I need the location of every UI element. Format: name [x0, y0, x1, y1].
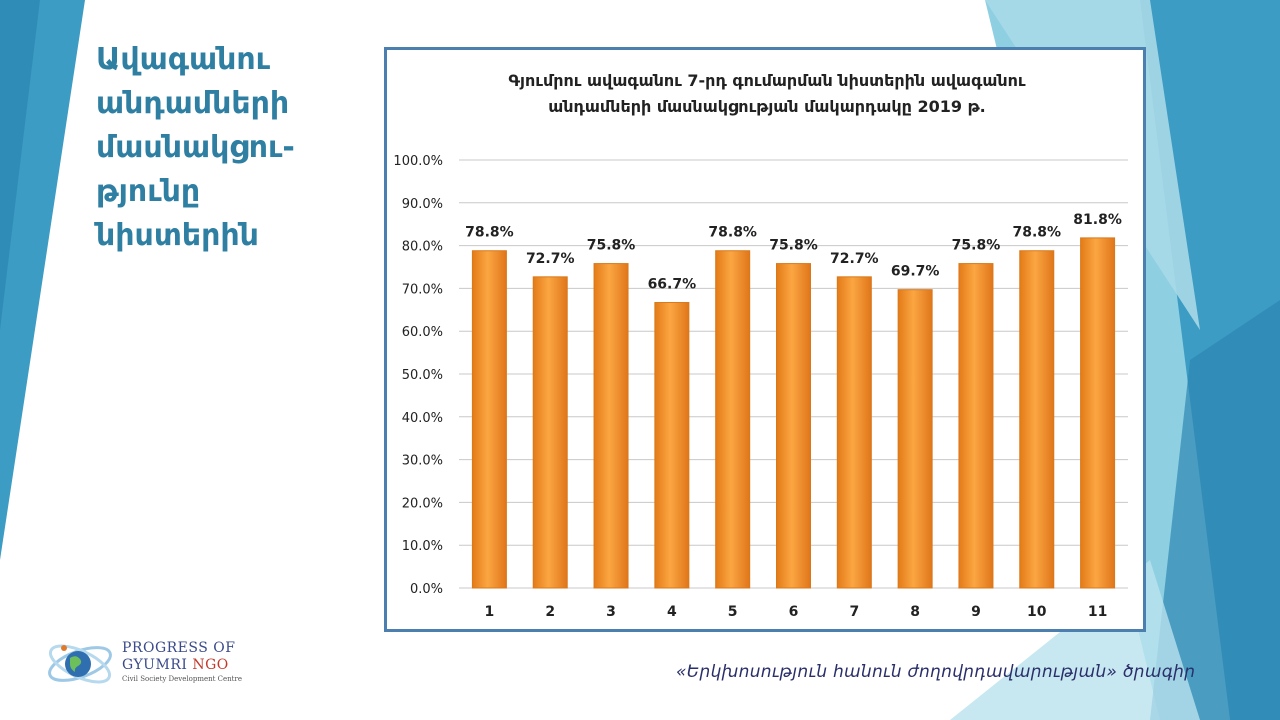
- x-tick-label: 9: [971, 604, 981, 620]
- slide-title-line: նիստերին: [96, 218, 259, 253]
- logo-text-ngo: NGO: [192, 657, 229, 673]
- y-tick-label: 20.0%: [402, 496, 443, 511]
- x-tick-label: 11: [1088, 604, 1107, 620]
- x-tick-label: 4: [667, 604, 677, 620]
- logo-text: GYUMRI NGO: [122, 657, 229, 673]
- data-label: 66.7%: [648, 277, 697, 293]
- y-axis-ticks: 0.0% 10.0% 20.0% 30.0% 40.0% 50.0% 60.0% 70.0% 8…: [393, 154, 443, 597]
- data-label: 78.8%: [708, 225, 757, 241]
- bar: [593, 263, 629, 589]
- right-dark-facet: [1150, 300, 1280, 720]
- bar: [532, 276, 568, 589]
- x-tick-label: 3: [606, 604, 616, 620]
- y-tick-label: 40.0%: [402, 411, 443, 426]
- bars: [471, 237, 1116, 589]
- x-tick-label: 6: [789, 604, 799, 620]
- bar: [1080, 237, 1116, 589]
- y-tick-label: 30.0%: [402, 454, 443, 469]
- program-footer: «Երկխոսություն հանուն ժողովրդավարության»…: [676, 662, 1196, 682]
- logo-text-part: GYUMRI: [122, 657, 193, 673]
- x-tick-label: 1: [485, 604, 495, 620]
- chart-title-line: անդամների մասնակցության մակարդակը 2019 թ…: [548, 97, 985, 116]
- organization-logo: PROGRESS OF GYUMRI NGO Civil Society Dev…: [44, 634, 254, 694]
- y-tick-label: 100.0%: [393, 154, 443, 169]
- data-labels: 78.8% 72.7% 75.8% 66.7% 78.8% 75.8% 72.7% 69.7%…: [465, 212, 1122, 293]
- data-label: 81.8%: [1073, 212, 1122, 228]
- logo-subtitle: Civil Society Development Centre: [122, 675, 242, 683]
- data-label: 69.7%: [891, 264, 940, 280]
- y-tick-label: 80.0%: [402, 240, 443, 255]
- bar: [654, 302, 690, 589]
- bar-chart: Գյումրու ավագանու 7-րդ գումարման նիստերի…: [393, 71, 1128, 620]
- slide-title-line: թյունը: [96, 174, 201, 209]
- y-tick-label: 10.0%: [402, 539, 443, 554]
- x-tick-label: 10: [1027, 604, 1047, 620]
- x-axis-ticks: 1 2 3 4 5 6 7 8 9 10 11: [485, 604, 1108, 620]
- data-label: 78.8%: [1012, 225, 1061, 241]
- x-tick-label: 5: [728, 604, 738, 620]
- left-dark-band: [0, 0, 40, 330]
- data-label: 72.7%: [830, 251, 879, 267]
- data-label: 75.8%: [952, 238, 1001, 254]
- bar: [1019, 250, 1055, 589]
- slide-title-line: մասնակցու-: [96, 130, 295, 165]
- bar: [715, 250, 751, 589]
- y-tick-label: 60.0%: [402, 325, 443, 340]
- bar: [776, 263, 811, 589]
- bar: [897, 289, 933, 589]
- data-label: 75.8%: [769, 238, 818, 254]
- y-tick-label: 90.0%: [402, 197, 443, 212]
- y-tick-label: 70.0%: [402, 282, 443, 297]
- bar: [471, 250, 507, 589]
- data-label: 78.8%: [465, 225, 514, 241]
- chart-frame: Գյումրու ավագանու 7-րդ գումարման նիստերի…: [384, 47, 1146, 632]
- chart-title-line: Գյումրու ավագանու 7-րդ գումարման նիստերի…: [508, 71, 1026, 90]
- slide-title-line: անդամների: [96, 86, 290, 121]
- globe-icon: [48, 644, 112, 684]
- bar: [836, 276, 872, 589]
- slide-title: Ավագանու անդամների մասնակցու- թյունը նիս…: [96, 38, 366, 258]
- x-tick-label: 7: [849, 604, 859, 620]
- y-tick-label: 50.0%: [402, 368, 443, 383]
- data-label: 75.8%: [587, 238, 636, 254]
- data-label: 72.7%: [526, 251, 575, 267]
- x-tick-label: 8: [910, 604, 920, 620]
- y-tick-label: 0.0%: [410, 582, 443, 597]
- bar: [958, 263, 994, 589]
- x-tick-label: 2: [545, 604, 555, 620]
- logo-text: PROGRESS OF: [122, 640, 236, 656]
- slide-title-line: Ավագանու: [96, 42, 271, 77]
